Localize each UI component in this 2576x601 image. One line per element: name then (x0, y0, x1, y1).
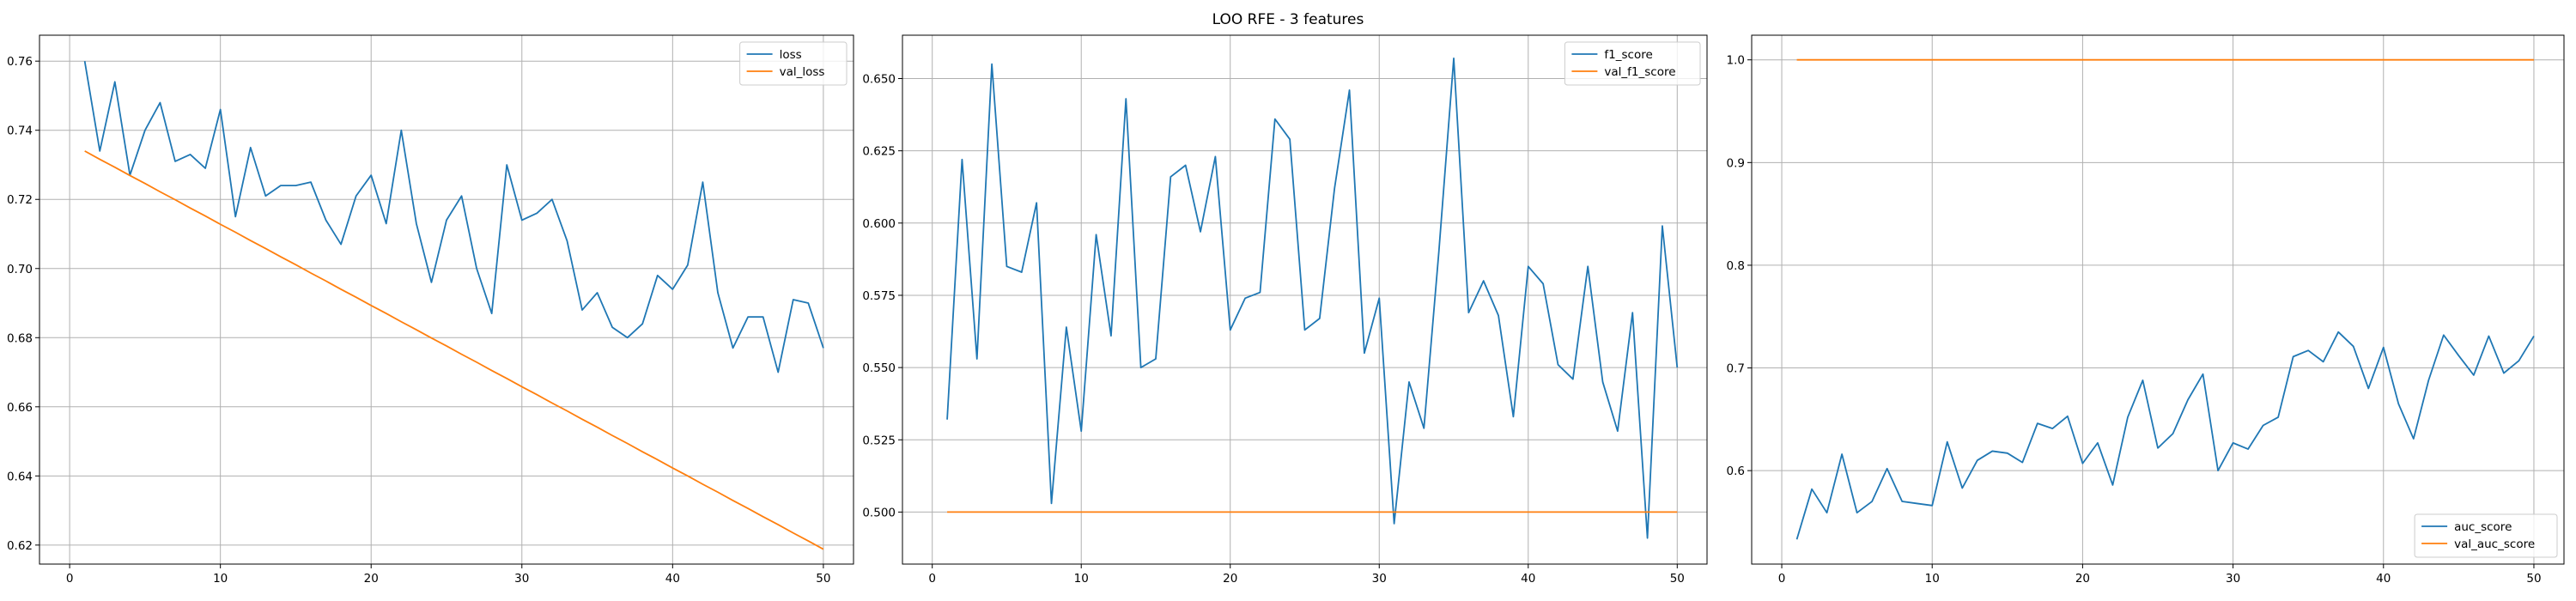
x-tick-label: 0 (1778, 572, 1786, 586)
y-tick-label: 0.525 (862, 434, 896, 447)
val-loss-line (84, 150, 824, 550)
x-tick-label: 0 (66, 572, 74, 586)
x-tick-label: 50 (816, 572, 830, 586)
x-tick-label: 50 (1670, 572, 1685, 586)
x-tick-label: 30 (1372, 572, 1387, 586)
y-tick-label: 0.72 (7, 193, 33, 207)
loss-series-group (83, 61, 824, 550)
x-tick-label: 40 (1521, 572, 1535, 586)
loss-legend: loss val_loss (739, 41, 848, 86)
y-tick-label: 0.600 (862, 217, 896, 231)
figure-title: LOO RFE - 3 features (1212, 11, 1364, 28)
legend-frame (2414, 513, 2558, 558)
x-tick-label: 10 (213, 572, 228, 586)
f1-score-series-group (946, 58, 1679, 539)
x-tick-label: 10 (1074, 572, 1089, 586)
y-tick-label: 0.74 (7, 124, 33, 138)
y-tick-label: 0.9 (1727, 156, 1745, 170)
y-tick-label: 0.7 (1727, 362, 1745, 376)
y-tick-label: 0.6 (1727, 464, 1745, 478)
legend-frame (1564, 41, 1701, 86)
loss-axes-frame (39, 34, 854, 565)
y-tick-label: 0.66 (7, 401, 33, 415)
loss-chart-panel: 0 10 20 30 40 50 0.62 0.64 0.66 0.68 0.70 0.72 0.74 0… (7, 34, 854, 586)
y-tick-label: 0.650 (862, 72, 896, 86)
y-tick-label: 0.550 (862, 361, 896, 375)
x-tick-label: 40 (665, 572, 680, 586)
y-tick-label: 0.64 (7, 470, 33, 483)
legend-label: val_loss (780, 65, 825, 79)
x-tick-label: 10 (1925, 572, 1940, 586)
auc-score-plot-area (1752, 35, 2564, 564)
f1-score-legend: f1_score val_f1_score (1564, 41, 1701, 86)
auc-score-series-group (1795, 58, 2535, 540)
x-tick-label: 30 (514, 572, 529, 586)
legend-label: val_auc_score (2454, 537, 2535, 551)
y-tick-label: 0.8 (1727, 259, 1745, 273)
x-tick-label: 20 (2075, 572, 2090, 586)
auc-score-line (1795, 331, 2535, 540)
y-tick-label: 0.76 (7, 55, 33, 69)
auc-score-axes-frame (1751, 34, 2565, 565)
auc-score-legend: auc_score val_auc_score (2414, 513, 2558, 558)
x-tick-label: 30 (2226, 572, 2240, 586)
x-tick-label: 40 (2376, 572, 2391, 586)
x-tick-label: 20 (1223, 572, 1237, 586)
legend-label: val_f1_score (1604, 65, 1675, 79)
legend-frame (739, 41, 848, 86)
x-tick-label: 0 (928, 572, 936, 586)
y-tick-label: 0.68 (7, 331, 33, 345)
legend-label: loss (780, 48, 802, 62)
y-tick-label: 0.500 (862, 506, 896, 519)
y-tick-label: 0.625 (862, 145, 896, 159)
f1-score-plot-area (902, 35, 1707, 564)
f1-score-line (946, 58, 1679, 539)
f1-score-chart-panel: 0 10 20 30 40 50 0.500 0.525 0.550 0.575 0.600 0.62… (862, 34, 1708, 586)
y-tick-label: 0.62 (7, 539, 33, 553)
loss-line (83, 61, 824, 373)
legend-label: auc_score (2454, 520, 2512, 534)
f1-score-axes-frame (902, 34, 1708, 565)
x-tick-label: 20 (364, 572, 379, 586)
y-tick-label: 0.575 (862, 289, 896, 303)
auc-score-chart-panel: 0 10 20 30 40 50 0.6 0.7 0.8 0.9 1.0 auc_score val_a… (1727, 34, 2565, 586)
y-tick-label: 0.70 (7, 263, 33, 276)
y-tick-label: 1.0 (1727, 54, 1745, 68)
legend-label: f1_score (1604, 48, 1652, 62)
loss-plot-area (39, 35, 854, 564)
x-tick-label: 50 (2526, 572, 2541, 586)
